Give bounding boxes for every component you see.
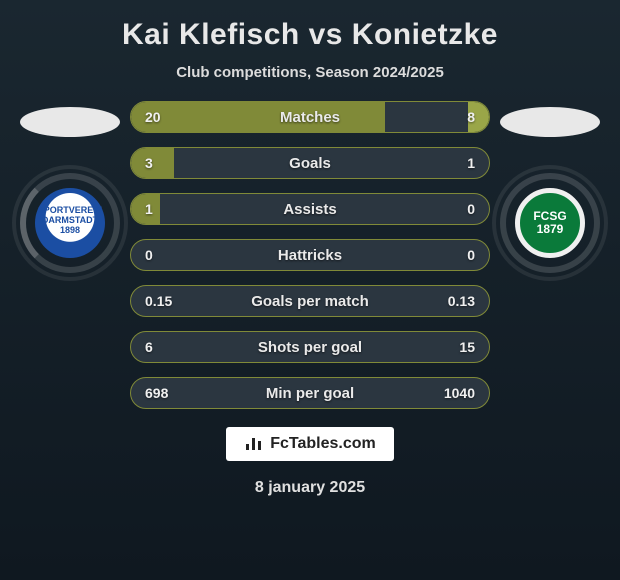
stat-value-right: 15 [459, 339, 475, 355]
stat-label: Hattricks [278, 247, 342, 264]
stat-label: Shots per goal [258, 339, 362, 356]
stats-column: 20 Matches 8 3 Goals 1 1 Assists 0 0 Hattricks 0 0.1… [130, 101, 490, 409]
stat-value-left: 3 [145, 155, 153, 171]
stat-value-right: 0.13 [448, 293, 475, 309]
stat-value-right: 1040 [444, 385, 475, 401]
brand-text: FcTables.com [270, 435, 376, 453]
stat-value-right: 0 [467, 201, 475, 217]
stat-row: 0 Hattricks 0 [130, 239, 490, 271]
right-ellipse [500, 107, 600, 137]
stat-value-left: 20 [145, 109, 161, 125]
left-club-crest: SPORTVEREIN DARMSTADT 1898 [35, 188, 105, 258]
stat-row: 0.15 Goals per match 0.13 [130, 285, 490, 317]
stat-row: 6 Shots per goal 15 [130, 331, 490, 363]
stat-row: 20 Matches 8 [130, 101, 490, 133]
stat-value-right: 8 [467, 109, 475, 125]
right-club-label: FCSG 1879 [520, 210, 580, 236]
comparison-content: SPORTVEREIN DARMSTADT 1898 20 Matches 8 3 Go… [0, 101, 620, 409]
stat-label: Matches [280, 109, 340, 126]
brand-badge: FcTables.com [226, 427, 394, 461]
stat-value-right: 0 [467, 247, 475, 263]
right-crest-ring: FCSG 1879 [500, 173, 600, 273]
page-title: Kai Klefisch vs Konietzke [122, 18, 498, 52]
stat-value-left: 698 [145, 385, 168, 401]
left-side: SPORTVEREIN DARMSTADT 1898 [10, 101, 130, 273]
left-crest-ring: SPORTVEREIN DARMSTADT 1898 [20, 173, 120, 273]
stat-row: 698 Min per goal 1040 [130, 377, 490, 409]
left-ellipse [20, 107, 120, 137]
stat-value-left: 0.15 [145, 293, 172, 309]
stat-row: 1 Assists 0 [130, 193, 490, 225]
stat-value-left: 0 [145, 247, 153, 263]
stat-value-right: 1 [467, 155, 475, 171]
date: 8 january 2025 [255, 479, 365, 497]
right-club-crest: FCSG 1879 [515, 188, 585, 258]
stat-value-left: 6 [145, 339, 153, 355]
left-club-label: SPORTVEREIN DARMSTADT 1898 [35, 206, 105, 236]
stat-label: Min per goal [266, 385, 354, 402]
right-side: FCSG 1879 [490, 101, 610, 273]
stat-row: 3 Goals 1 [130, 147, 490, 179]
brand-icon [244, 436, 264, 452]
stat-label: Goals per match [251, 293, 369, 310]
stat-label: Assists [283, 201, 336, 218]
stat-fill-left [131, 102, 385, 132]
stat-value-left: 1 [145, 201, 153, 217]
stat-label: Goals [289, 155, 331, 172]
subtitle: Club competitions, Season 2024/2025 [176, 64, 444, 81]
